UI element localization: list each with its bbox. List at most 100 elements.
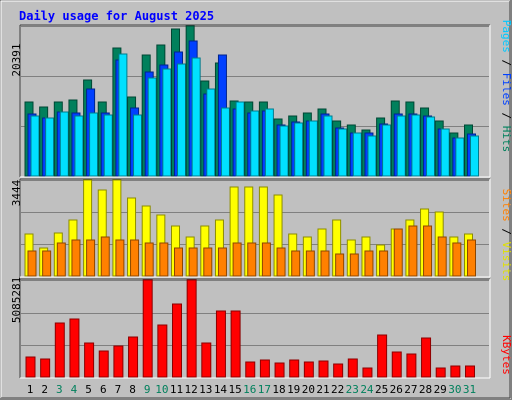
kbytes-bar: [362, 367, 373, 378]
pages-bar: [103, 114, 113, 177]
sites-bar: [247, 242, 257, 277]
kbytes-bar: [186, 279, 197, 378]
legend-item-hits: Hits: [500, 126, 512, 153]
pages-bar: [338, 128, 348, 177]
kbytes-bar: [69, 318, 80, 378]
pages-bar: [411, 114, 421, 177]
pages-bar: [294, 122, 304, 177]
day-tick-label: 30: [448, 383, 461, 396]
sites-bar: [71, 239, 81, 277]
kbytes-bar: [465, 365, 475, 378]
legend-item-visits: Visits: [500, 242, 512, 282]
day-tick-label: 9: [144, 383, 151, 396]
pages-bar: [59, 111, 69, 177]
legend-item-pages: Pages: [500, 20, 512, 53]
kbytes-bar: [128, 336, 139, 378]
day-tick-label: 24: [360, 383, 374, 396]
pages-bar: [118, 53, 128, 177]
pages-bar: [220, 107, 230, 177]
ymax-label-hits: 20391: [10, 43, 23, 76]
legend-text: Sites / Visits: [500, 189, 512, 282]
kbytes-bar: [201, 342, 212, 378]
sites-bar: [423, 225, 433, 277]
legend-text: Pages / Files / Hits: [500, 20, 512, 153]
pages-bar: [89, 112, 99, 177]
sites-bar: [144, 242, 154, 277]
day-tick-label: 18: [272, 383, 285, 396]
pages-bar: [235, 101, 245, 177]
day-tick-label: 3: [56, 383, 63, 396]
sites-bar: [393, 228, 403, 277]
day-tick-label: 29: [434, 383, 447, 396]
day-tick-label: 28: [419, 383, 432, 396]
ymax-label-kbytes: 5085281: [10, 277, 23, 323]
day-tick-label: 31: [463, 383, 476, 396]
sites-bar: [364, 250, 374, 277]
pages-bar: [191, 57, 201, 177]
pages-bar: [470, 135, 479, 177]
day-tick-label: 2: [41, 383, 48, 396]
pages-bar: [367, 135, 377, 177]
pages-bar: [396, 115, 406, 177]
panel-visits-sites: [19, 178, 491, 278]
day-tick-label: 25: [375, 383, 388, 396]
sites-bar: [86, 239, 96, 277]
kbytes-bar: [54, 322, 65, 378]
kbytes-bar: [157, 324, 168, 378]
legend-middle: Sites / Visits: [500, 189, 512, 282]
day-tick-label: 15: [228, 383, 241, 396]
day-tick-label: 11: [170, 383, 183, 396]
chart-title: Daily usage for August 2025: [19, 9, 214, 23]
pages-bar: [352, 132, 362, 177]
legend-separator: /: [500, 53, 512, 73]
sites-bar: [408, 225, 418, 277]
pages-bar: [133, 114, 143, 177]
day-tick-label: 23: [346, 383, 359, 396]
pages-bar: [382, 124, 392, 177]
legend-separator: /: [500, 106, 512, 126]
kbytes-bar: [333, 363, 344, 378]
day-tick-label: 22: [331, 383, 344, 396]
sites-bar: [100, 236, 110, 277]
pages-bar: [177, 63, 186, 177]
sites-bar: [291, 250, 301, 277]
kbytes-bar: [347, 358, 358, 378]
sites-bar: [276, 247, 286, 277]
pages-bar: [264, 108, 274, 177]
pages-bar: [455, 137, 465, 177]
day-tick-label: 14: [214, 383, 228, 396]
kbytes-bar: [113, 345, 124, 378]
pages-bar: [30, 115, 40, 177]
kbytes-bar: [450, 365, 461, 378]
sites-bar: [379, 250, 389, 277]
sites-bar: [320, 250, 330, 277]
pages-bar: [308, 120, 318, 177]
legend-item-files: Files: [500, 73, 512, 106]
legend-item-sites: Sites: [500, 189, 512, 222]
pages-bar: [162, 68, 172, 177]
sites-bar: [349, 253, 359, 277]
day-tick-label: 26: [390, 383, 403, 396]
pages-bar: [45, 117, 55, 177]
sites-bar: [203, 247, 213, 277]
sites-bar: [159, 242, 169, 277]
kbytes-bar: [377, 334, 388, 378]
kbytes-bar: [303, 361, 314, 378]
kbytes-bar: [84, 342, 95, 378]
sites-bar: [130, 239, 140, 277]
pages-bar: [74, 115, 84, 177]
ymax-label-visits: 3444: [10, 179, 23, 206]
sites-bar: [174, 247, 183, 277]
legend-item-kbytes: KBytes: [500, 335, 512, 375]
legend-bottom: KBytes: [500, 335, 512, 375]
sites-bar: [217, 247, 227, 277]
sites-bar: [335, 253, 345, 277]
legend-top: Pages / Files / Hits: [500, 20, 512, 153]
day-tick-label: 19: [287, 383, 300, 396]
kbytes-bar: [435, 367, 446, 378]
day-tick-label: 20: [302, 383, 315, 396]
day-tick-label: 4: [71, 383, 78, 396]
sites-bar: [115, 239, 125, 277]
panel-hits-files-pages: [19, 24, 491, 178]
